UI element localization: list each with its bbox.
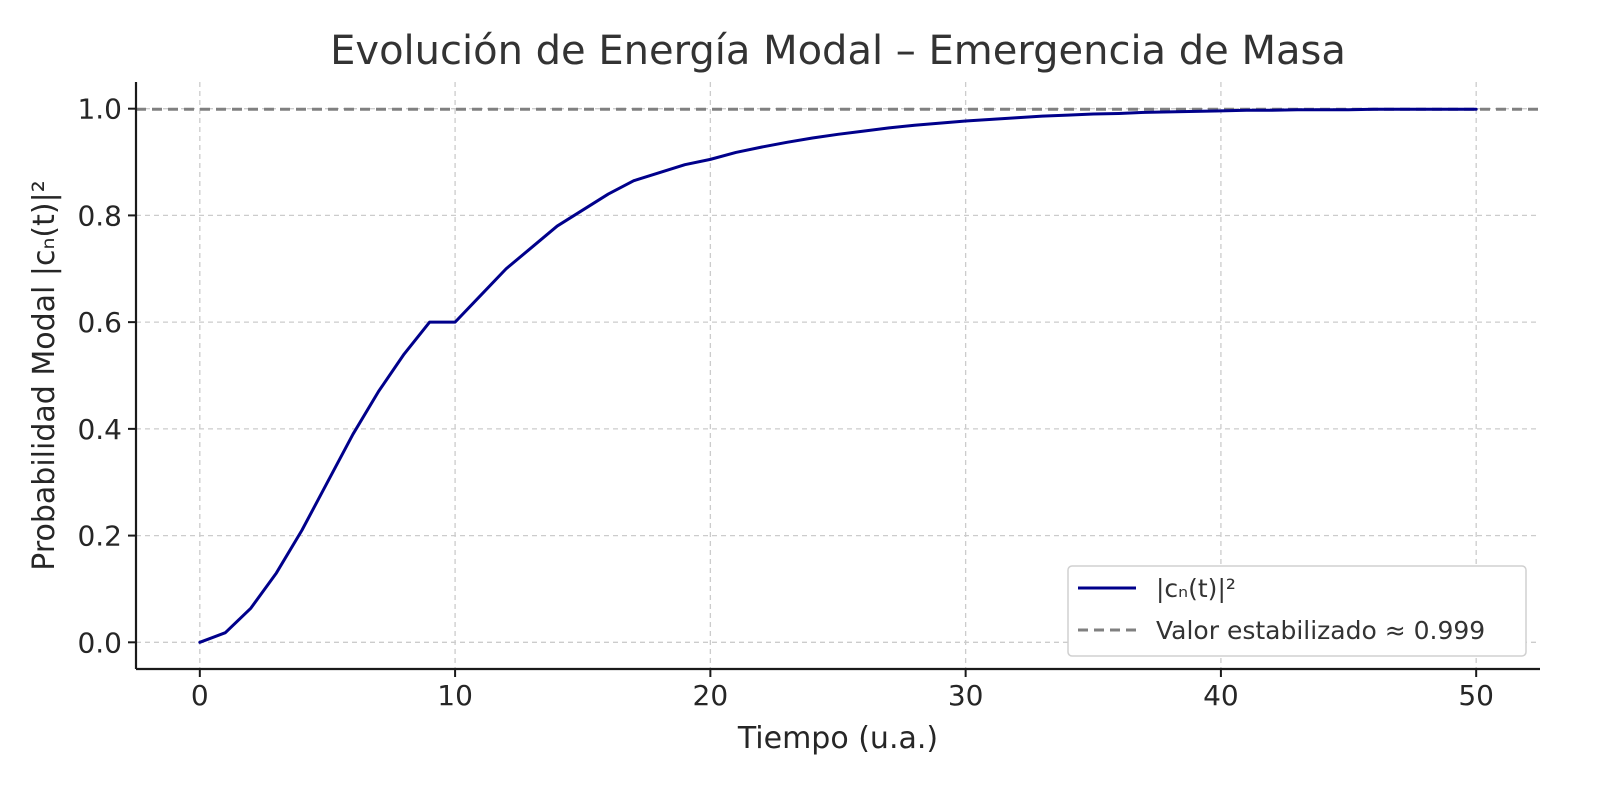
x-axis-label: Tiempo (u.a.) — [737, 721, 938, 756]
legend: |cₙ(t)|² Valor estabilizado ≈ 0.999 — [1067, 565, 1527, 657]
y-axis-label: Probabilidad Modal |cₙ(t)|² — [27, 180, 62, 570]
y-tick-label: 1.0 — [77, 93, 122, 126]
x-tick-label: 30 — [948, 679, 984, 712]
legend-label-curve: |cₙ(t)|² — [1156, 574, 1236, 603]
x-tick-label: 40 — [1203, 679, 1239, 712]
x-tick-label: 10 — [437, 679, 473, 712]
legend-label-reference: Valor estabilizado ≈ 0.999 — [1156, 616, 1485, 645]
y-tick-label: 0.8 — [77, 199, 122, 232]
x-tick-label: 0 — [191, 679, 209, 712]
series-layer — [198, 107, 1478, 644]
legend-box — [1067, 565, 1527, 657]
y-tick-label: 0.6 — [77, 306, 122, 339]
y-axis-ticks: 0.0 0.2 0.4 0.6 0.8 1.0 — [77, 93, 136, 659]
chart-title: Evolución de Energía Modal – Emergencia … — [330, 28, 1346, 74]
axes — [134, 82, 1540, 671]
y-tick-label: 0.0 — [77, 626, 122, 659]
x-axis-ticks: 0 10 20 30 40 50 — [191, 669, 1494, 712]
y-tick-label: 0.2 — [77, 520, 122, 553]
x-tick-label: 50 — [1458, 679, 1494, 712]
series-line-curve — [198, 107, 1478, 644]
grid — [136, 82, 1540, 669]
x-tick-label: 20 — [693, 679, 729, 712]
y-tick-label: 0.4 — [77, 413, 122, 446]
